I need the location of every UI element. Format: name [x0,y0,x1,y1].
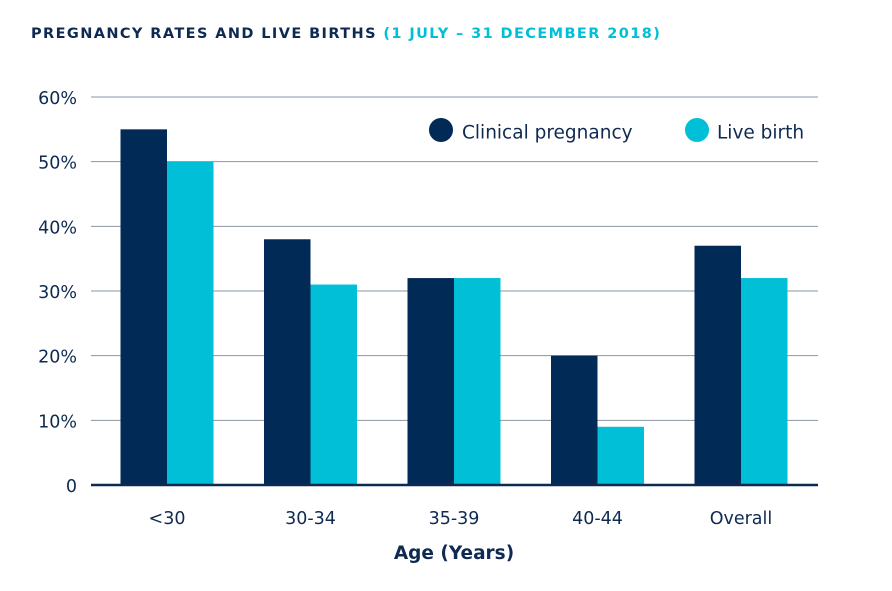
bars [120,129,788,486]
x-tick-label: Overall [710,509,773,529]
bar-live-birth [741,278,788,485]
legend-label: Clinical pregnancy [462,123,633,144]
y-tick-label: 0 [66,477,77,497]
legend-swatch [685,118,709,142]
chart-title-main: PREGNANCY RATES AND LIVE BIRTHS [31,26,377,42]
bar-live-birth [454,278,501,485]
bar-clinical-pregnancy [407,278,454,485]
bar-live-birth [597,426,644,485]
y-tick-label: 50% [38,154,77,174]
bar-clinical-pregnancy [264,239,311,485]
x-tick-label: 30-34 [285,509,336,529]
x-axis-tick-labels: <30 30-34 35-39 40-44 Overall [149,509,773,529]
legend: Clinical pregnancy Live birth [429,118,804,144]
bar-live-birth [310,284,357,485]
legend-label: Live birth [717,123,804,144]
x-axis-title: Age (Years) [394,543,514,564]
y-tick-label: 60% [38,89,77,109]
legend-swatch [429,118,453,142]
x-tick-label: <30 [149,509,186,529]
y-tick-label: 30% [38,283,77,303]
y-tick-label: 20% [38,348,77,368]
bar-live-birth [167,161,214,485]
bar-clinical-pregnancy [694,245,741,485]
chart-subtitle: (1 JULY – 31 DECEMBER 2018) [383,26,662,42]
chart-title: PREGNANCY RATES AND LIVE BIRTHS (1 JULY … [31,26,661,42]
bar-clinical-pregnancy [120,129,167,486]
x-tick-label: 40-44 [572,509,623,529]
y-axis-tick-labels: 0 10% 20% 30% 40% 50% 60% [38,89,77,497]
y-tick-label: 40% [38,218,77,238]
x-tick-label: 35-39 [429,509,480,529]
bar-clinical-pregnancy [551,355,598,485]
y-tick-label: 10% [38,412,77,432]
